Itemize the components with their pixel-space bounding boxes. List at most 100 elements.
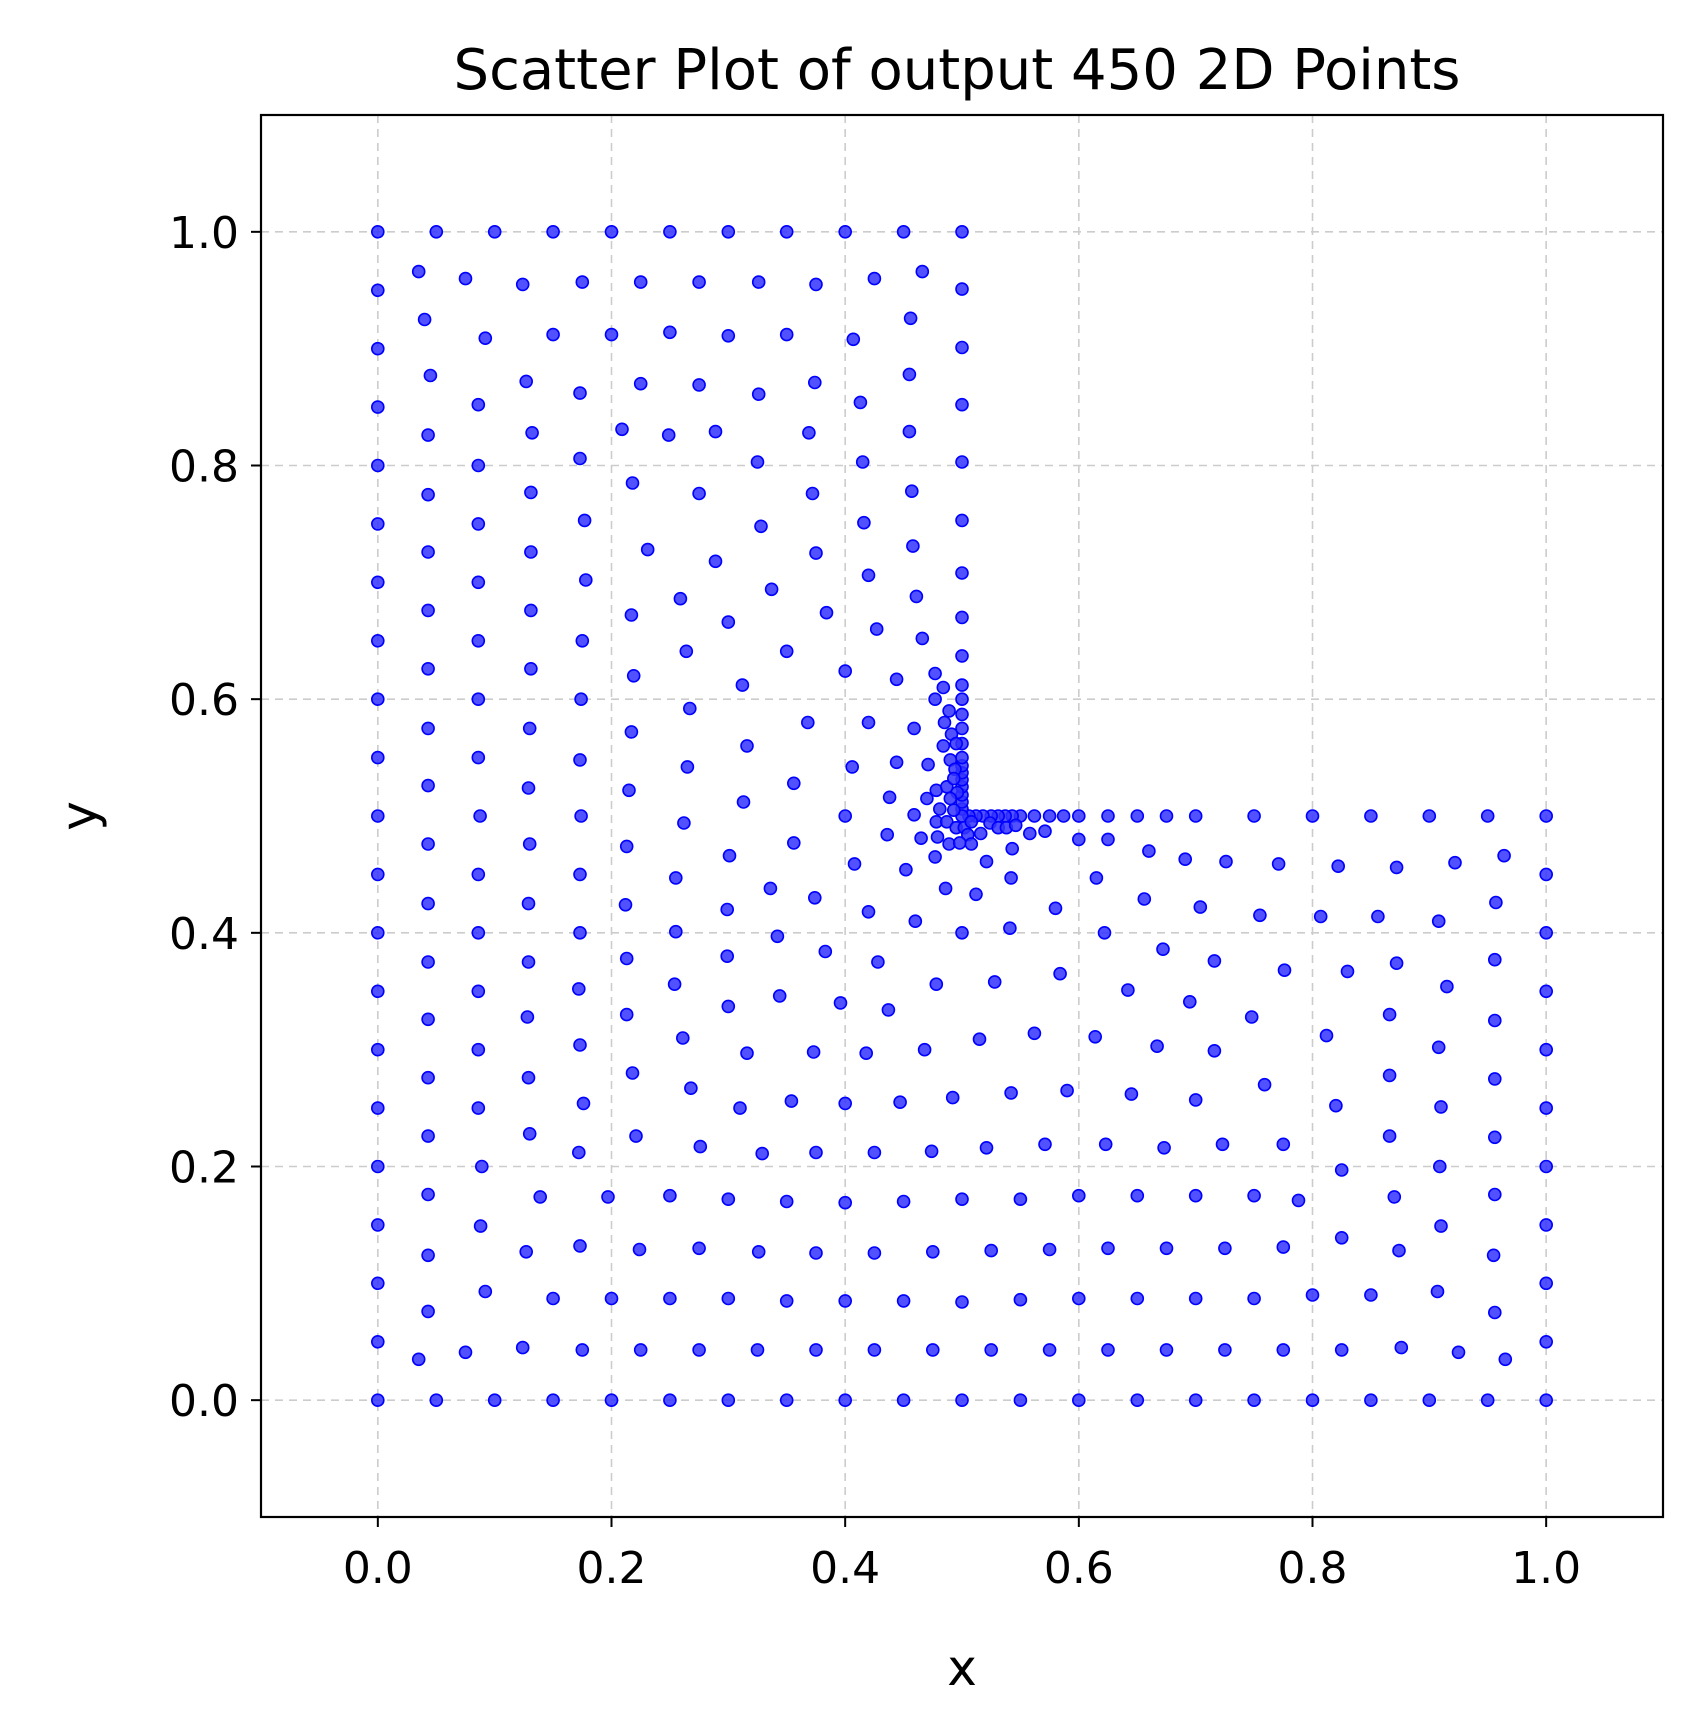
data-point	[1048, 901, 1063, 916]
data-point	[1218, 1241, 1232, 1256]
data-point	[458, 271, 473, 286]
data-point	[1305, 809, 1320, 823]
data-point	[1013, 1393, 1028, 1407]
data-point	[1072, 1393, 1086, 1407]
data-point	[1480, 809, 1495, 823]
data-point	[458, 1345, 473, 1360]
data-point	[618, 897, 633, 912]
data-point	[421, 661, 435, 676]
data-point	[914, 831, 928, 846]
data-point	[893, 1095, 907, 1109]
data-point	[1486, 1248, 1501, 1263]
data-point	[1364, 809, 1378, 823]
data-point	[1156, 942, 1170, 957]
data-point	[861, 568, 876, 583]
data-point	[896, 1393, 911, 1407]
data-point	[915, 264, 930, 279]
data-point	[663, 1291, 677, 1306]
data-point	[1434, 1100, 1448, 1114]
data-point	[370, 692, 385, 707]
data-point	[679, 644, 694, 659]
data-point	[902, 424, 917, 439]
data-point	[955, 925, 969, 940]
data-point	[1440, 979, 1454, 994]
data-point	[1042, 1343, 1057, 1357]
data-point	[421, 837, 435, 851]
data-point	[473, 1219, 488, 1233]
data-point	[1276, 1240, 1291, 1254]
data-point	[1451, 1345, 1466, 1360]
data-point	[786, 776, 801, 791]
chart-title: Scatter Plot of output 450 2D Points	[454, 38, 1461, 103]
data-point	[1101, 1241, 1115, 1256]
data-point	[1188, 1393, 1203, 1407]
axis-ticks: 0.0 0.2 0.4 0.6 0.8 1.0 0.0 0.2 0.4 0.6 0.8 1.0	[169, 208, 1581, 1594]
data-point	[915, 631, 930, 646]
data-point	[370, 458, 385, 473]
data-point	[1072, 832, 1086, 847]
x-tick-label: 0.2	[577, 1543, 647, 1594]
data-point	[1539, 984, 1553, 999]
data-point	[1448, 855, 1462, 870]
data-point	[1247, 1393, 1261, 1407]
data-point	[1056, 809, 1071, 823]
data-point	[546, 1291, 560, 1306]
data-point	[1130, 1393, 1145, 1407]
data-point	[936, 680, 951, 695]
data-point	[370, 1218, 385, 1232]
data-point	[522, 721, 537, 736]
data-point	[908, 914, 923, 929]
data-point	[1089, 871, 1104, 885]
data-point	[471, 458, 486, 473]
data-point	[619, 1007, 634, 1022]
plot-frame	[259, 113, 1665, 1519]
data-point	[601, 1190, 615, 1204]
data-point	[987, 975, 1002, 989]
data-point	[633, 275, 648, 289]
data-point	[693, 1139, 708, 1154]
data-point	[1101, 809, 1115, 823]
data-point	[720, 902, 735, 917]
data-point	[604, 327, 619, 342]
data-point	[938, 881, 953, 896]
data-point	[779, 644, 794, 659]
data-point	[754, 519, 768, 534]
data-point	[984, 1343, 999, 1357]
data-point	[720, 949, 735, 964]
data-point	[524, 545, 538, 559]
data-point	[784, 1094, 799, 1108]
data-point	[906, 539, 920, 553]
data-point	[1124, 1087, 1139, 1101]
data-point	[800, 715, 815, 730]
data-point	[684, 1081, 698, 1095]
data-point	[370, 809, 385, 823]
data-point	[955, 1295, 969, 1309]
data-point	[667, 977, 682, 992]
data-point	[1539, 1335, 1553, 1349]
data-point	[1488, 1072, 1502, 1086]
data-point	[1539, 925, 1553, 940]
data-point	[417, 312, 432, 327]
data-point	[1004, 871, 1018, 885]
data-point	[471, 867, 486, 882]
data-point	[692, 486, 706, 501]
data-point	[1271, 857, 1286, 871]
data-point	[574, 809, 588, 823]
data-point	[809, 277, 823, 292]
data-point	[807, 890, 822, 905]
data-point	[546, 1393, 560, 1407]
data-point	[929, 977, 944, 992]
data-point	[750, 455, 765, 469]
data-point	[1313, 909, 1328, 924]
data-point	[1042, 809, 1057, 823]
data-point	[1539, 809, 1553, 823]
data-point	[629, 1129, 643, 1143]
data-point	[937, 715, 952, 730]
data-point	[573, 451, 587, 466]
data-point	[521, 781, 536, 795]
data-point	[1142, 844, 1156, 858]
data-point	[1539, 1393, 1553, 1407]
data-point	[1291, 1193, 1306, 1208]
data-point	[571, 1145, 586, 1160]
data-point	[1539, 867, 1553, 882]
